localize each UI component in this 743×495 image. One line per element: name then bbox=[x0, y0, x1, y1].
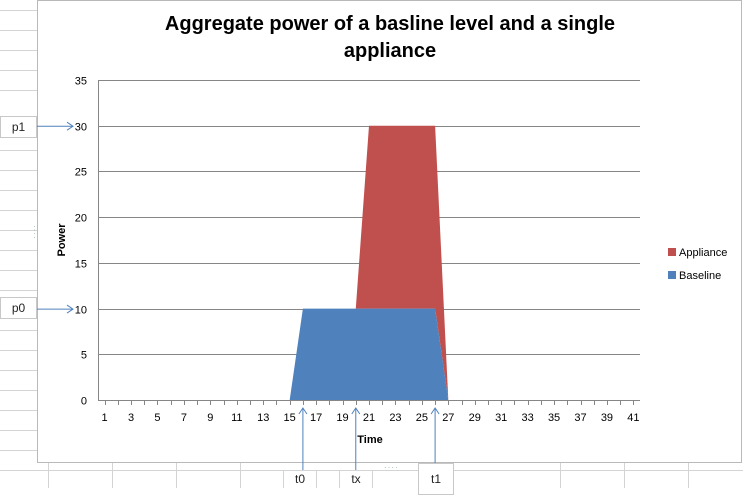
x-axis-label: Time bbox=[357, 434, 382, 446]
arrow-t1-head bbox=[430, 407, 440, 415]
series-appliance bbox=[104, 125, 634, 400]
legend: Appliance Baseline bbox=[668, 247, 727, 282]
t1-label: t1 bbox=[418, 463, 454, 495]
x-tick-label: 35 bbox=[548, 412, 560, 424]
arrow-p1-head bbox=[66, 121, 74, 131]
tx-label: tx bbox=[339, 470, 373, 488]
legend-swatch-appliance bbox=[668, 248, 676, 256]
y-tick-label: 15 bbox=[75, 259, 87, 271]
arrow-p0-head bbox=[66, 304, 74, 314]
x-tick-label: 5 bbox=[154, 412, 160, 424]
x-tick-label: 7 bbox=[181, 412, 187, 424]
x-tick-label: 23 bbox=[389, 412, 401, 424]
x-tick-label: 39 bbox=[601, 412, 613, 424]
p1-label: p1 bbox=[0, 116, 37, 138]
x-tick-label: 33 bbox=[522, 412, 534, 424]
x-tick-label: 29 bbox=[469, 412, 481, 424]
x-tick-label: 15 bbox=[284, 412, 296, 424]
x-tick-label: 11 bbox=[231, 412, 242, 424]
legend-label-baseline: Baseline bbox=[679, 270, 721, 282]
series-layer bbox=[104, 125, 634, 400]
y-tick-label: 20 bbox=[75, 213, 87, 225]
x-tick-label: 37 bbox=[574, 412, 586, 424]
t0-label: t0 bbox=[283, 470, 317, 488]
x-tick-label: 25 bbox=[416, 412, 428, 424]
x-tick-label: 41 bbox=[627, 412, 639, 424]
x-tick-label: 21 bbox=[363, 412, 375, 424]
x-tick-label: 27 bbox=[442, 412, 454, 424]
x-tick-label: 3 bbox=[128, 412, 134, 424]
chart-title-line-2: appliance bbox=[344, 40, 436, 62]
y-tick-label: 5 bbox=[81, 350, 87, 362]
x-tick-label: 17 bbox=[310, 412, 322, 424]
legend-label-appliance: Appliance bbox=[679, 247, 727, 259]
p0-label: p0 bbox=[0, 297, 37, 319]
y-tick-label: 30 bbox=[75, 122, 87, 134]
y-axis-label: Power bbox=[56, 223, 68, 257]
x-axis-ticks: 1 3 5 7 9 11 13 15 17 19 21 23 25 27 29 31 33 35 37 39 41 bbox=[102, 400, 640, 424]
y-tick-label: 10 bbox=[75, 305, 87, 317]
series-baseline bbox=[104, 308, 634, 400]
y-tick-label: 0 bbox=[81, 396, 87, 408]
y-tick-label: 25 bbox=[75, 167, 87, 179]
x-tick-label: 19 bbox=[336, 412, 348, 424]
x-tick-label: 9 bbox=[207, 412, 213, 424]
legend-swatch-baseline bbox=[668, 271, 676, 279]
x-tick-label: 1 bbox=[102, 412, 108, 424]
y-tick-label: 35 bbox=[75, 76, 87, 88]
arrow-tx-head bbox=[351, 407, 361, 415]
x-tick-label: 13 bbox=[257, 412, 269, 424]
arrow-t0-head bbox=[298, 407, 308, 415]
y-axis-ticks: 0 5 10 15 20 25 30 35 bbox=[75, 76, 87, 408]
x-tick-label: 31 bbox=[495, 412, 507, 424]
resize-handle-left[interactable]: ···· bbox=[30, 225, 39, 240]
chart-title-line-1: Aggregate power of a basline level and a… bbox=[165, 13, 615, 35]
resize-handle-bottom[interactable]: ···· bbox=[384, 463, 399, 472]
annotation-arrows bbox=[37, 121, 440, 470]
